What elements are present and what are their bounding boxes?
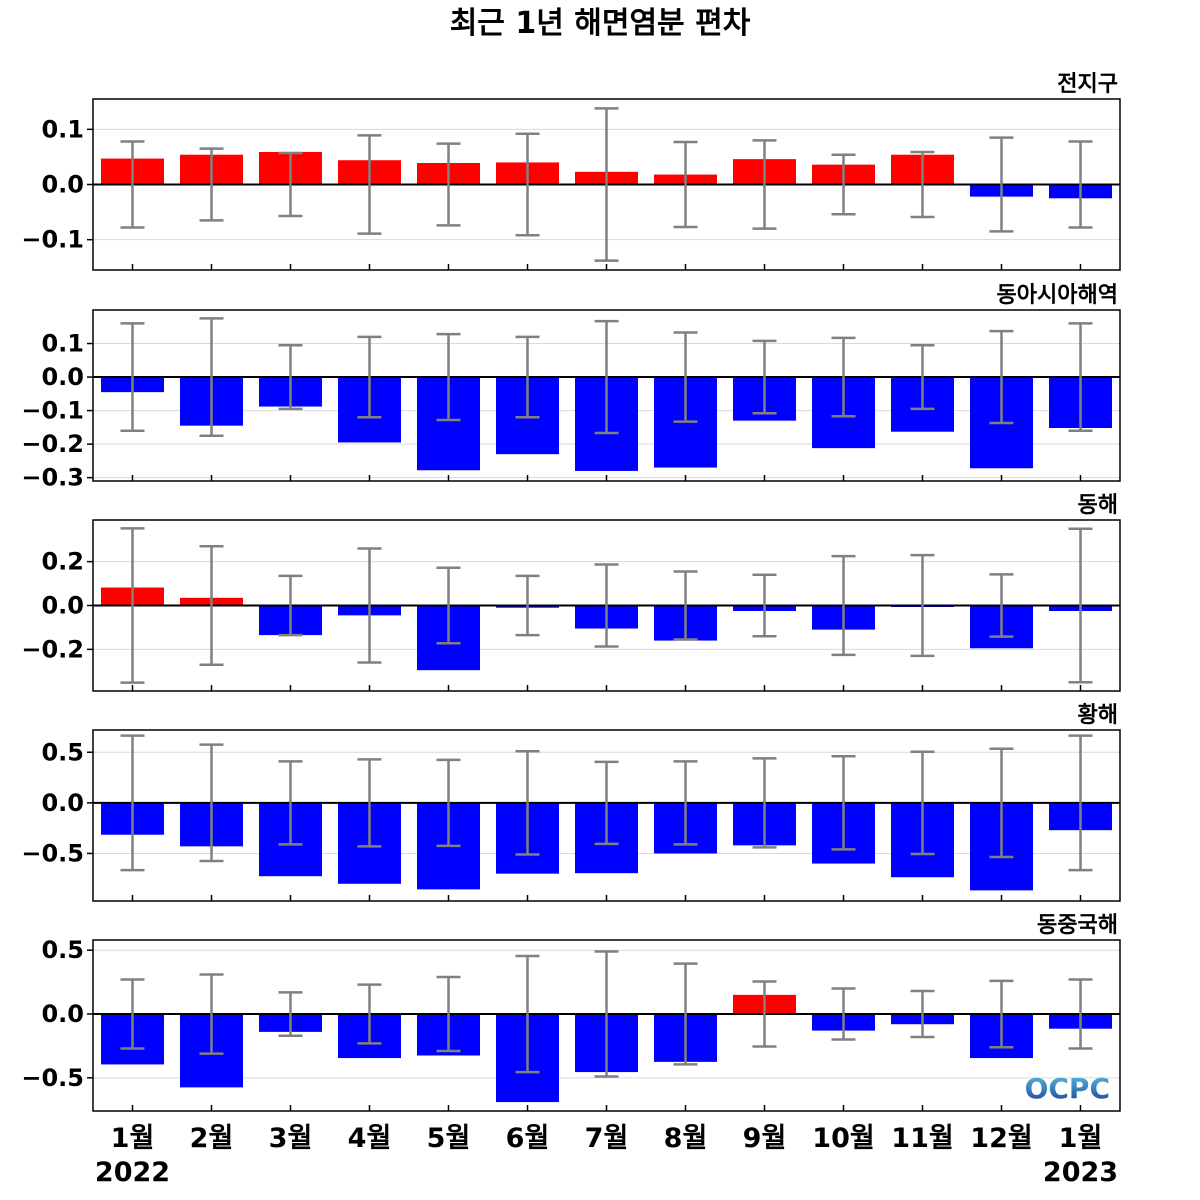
- x-tick-label: 12월: [970, 1123, 1032, 1154]
- y-tick-label: −0.5: [21, 839, 84, 867]
- panel-3: 동해 0.2 0.0 −0.2: [21, 493, 1121, 692]
- x-tick-label: 5월: [427, 1123, 471, 1154]
- x-tick-label: 11월: [891, 1123, 953, 1154]
- y-tick-label: 0.5: [41, 738, 84, 766]
- y-tick-label: −0.3: [21, 464, 84, 492]
- y-tick-label: 0.1: [41, 115, 84, 143]
- panel-label: 동아시아해역: [997, 283, 1118, 308]
- x-tick-label: 10월: [812, 1123, 874, 1154]
- panel-label: 동중국해: [1037, 913, 1118, 938]
- panel-4: 황해 0.5 0.0 −0.5: [21, 703, 1121, 902]
- panel-1: 전지구 0.1 0.0 −0.1: [21, 72, 1121, 271]
- y-tick-label: 0.0: [41, 789, 84, 817]
- x-tick-label: 4월: [348, 1123, 392, 1154]
- y-tick-label: −0.1: [21, 397, 84, 425]
- x-tick-label: 6월: [506, 1123, 550, 1154]
- chart-title: 최근 1년 해면염분 편차: [450, 6, 751, 41]
- y-tick-label: 0.1: [41, 330, 84, 358]
- y-tick-label: −0.2: [21, 635, 84, 663]
- x-tick-label: 1월: [1059, 1123, 1103, 1154]
- x-tick-label: 8월: [664, 1123, 708, 1154]
- y-tick-label: −0.5: [21, 1064, 84, 1092]
- panel-label: 황해: [1078, 703, 1118, 728]
- year-label-end: 2023: [1043, 1157, 1118, 1188]
- y-tick-label: 0.0: [41, 592, 84, 620]
- y-tick-label: 0.2: [41, 548, 84, 576]
- x-tick-label: 9월: [743, 1123, 787, 1154]
- panel-2: 동아시아해역 0.1 0.0 −0.1 −0.2 −0.3: [21, 283, 1121, 492]
- y-tick-label: 0.5: [41, 936, 84, 964]
- ocpc-logo: OCPC: [1025, 1072, 1110, 1105]
- x-tick-label: 7월: [585, 1123, 629, 1154]
- ocpc-logo-text: OCPC: [1025, 1072, 1110, 1105]
- year-label-start: 2022: [95, 1157, 170, 1188]
- x-tick-label: 3월: [269, 1123, 313, 1154]
- x-tick-label: 1월: [111, 1123, 155, 1154]
- y-tick-label: −0.2: [21, 430, 84, 458]
- y-tick-label: 0.0: [41, 171, 84, 199]
- panels: 전지구 0.1 0.0 −0.1 동아시아해역 0.1 0.0 −0.1 −0.2 −0.3 동해 0…: [21, 72, 1121, 1112]
- y-tick-label: −0.1: [21, 226, 84, 254]
- y-tick-label: 0.0: [41, 363, 84, 391]
- panel-label: 동해: [1078, 493, 1118, 518]
- panel-label: 전지구: [1057, 72, 1118, 97]
- x-tick-label: 2월: [190, 1123, 234, 1154]
- panel-5: 동중국해 0.5 0.0 −0.5: [21, 913, 1121, 1112]
- y-tick-label: 0.0: [41, 1000, 84, 1028]
